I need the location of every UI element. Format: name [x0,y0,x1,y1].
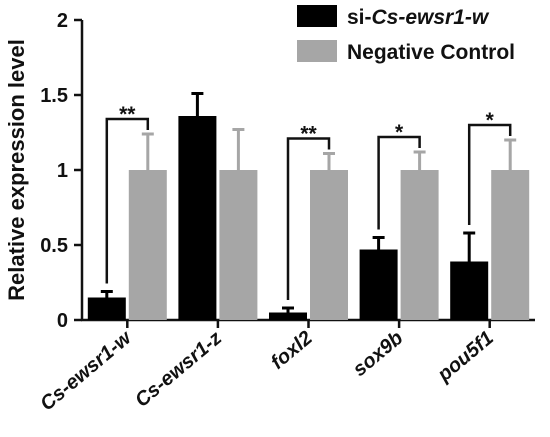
legend-swatch-series-1 [297,5,337,27]
significance-label: ** [119,103,136,126]
y-tick-label: 0.5 [40,235,68,257]
bar-series-1 [359,249,398,320]
significance-label: * [486,109,495,132]
bar-series-2 [128,170,167,320]
bar-series-2 [219,170,258,320]
legend-label-series-1: si-Cs-ewsr1-w [347,6,490,29]
bar-series-2 [310,170,348,320]
legend: si-Cs-ewsr1-w Negative Control [297,5,515,64]
x-category-label: Cs-ewsr1-z [131,327,226,412]
x-category-label: sox9b [349,327,407,381]
bar-series-1 [450,261,489,320]
significance-bracket [467,123,512,225]
y-tick-label: 0 [57,310,68,332]
significance-bracket [105,117,150,284]
axes: 0 0.5 1 1.5 2 Cs-ewsr1-wCs-ewsr1-z foxl2 sox9b p… [36,10,535,415]
significance-bracket [377,135,421,230]
bar-series-1 [269,312,307,320]
y-axis-label: Relative expression level [4,39,29,301]
significance-label: ** [300,123,317,146]
y-tick-label: 1 [57,160,68,182]
bar-series-2 [491,170,530,320]
legend-label-series-2: Negative Control [347,41,515,64]
significance-annotations: **** ** [105,103,512,300]
bars [87,92,530,320]
bar-series-1 [178,116,217,320]
significance-bracket [286,137,331,300]
bar-series-1 [87,297,126,320]
legend-swatch-series-2 [297,40,337,62]
significance-label: * [395,121,404,144]
x-category-label: foxl2 [267,327,317,374]
y-tick-label: 1.5 [40,85,68,107]
y-tick-label: 2 [57,10,68,32]
bar-series-2 [400,170,439,320]
x-category-label: pou5f1 [433,327,498,387]
x-category-label: Cs-ewsr1-w [36,326,136,415]
